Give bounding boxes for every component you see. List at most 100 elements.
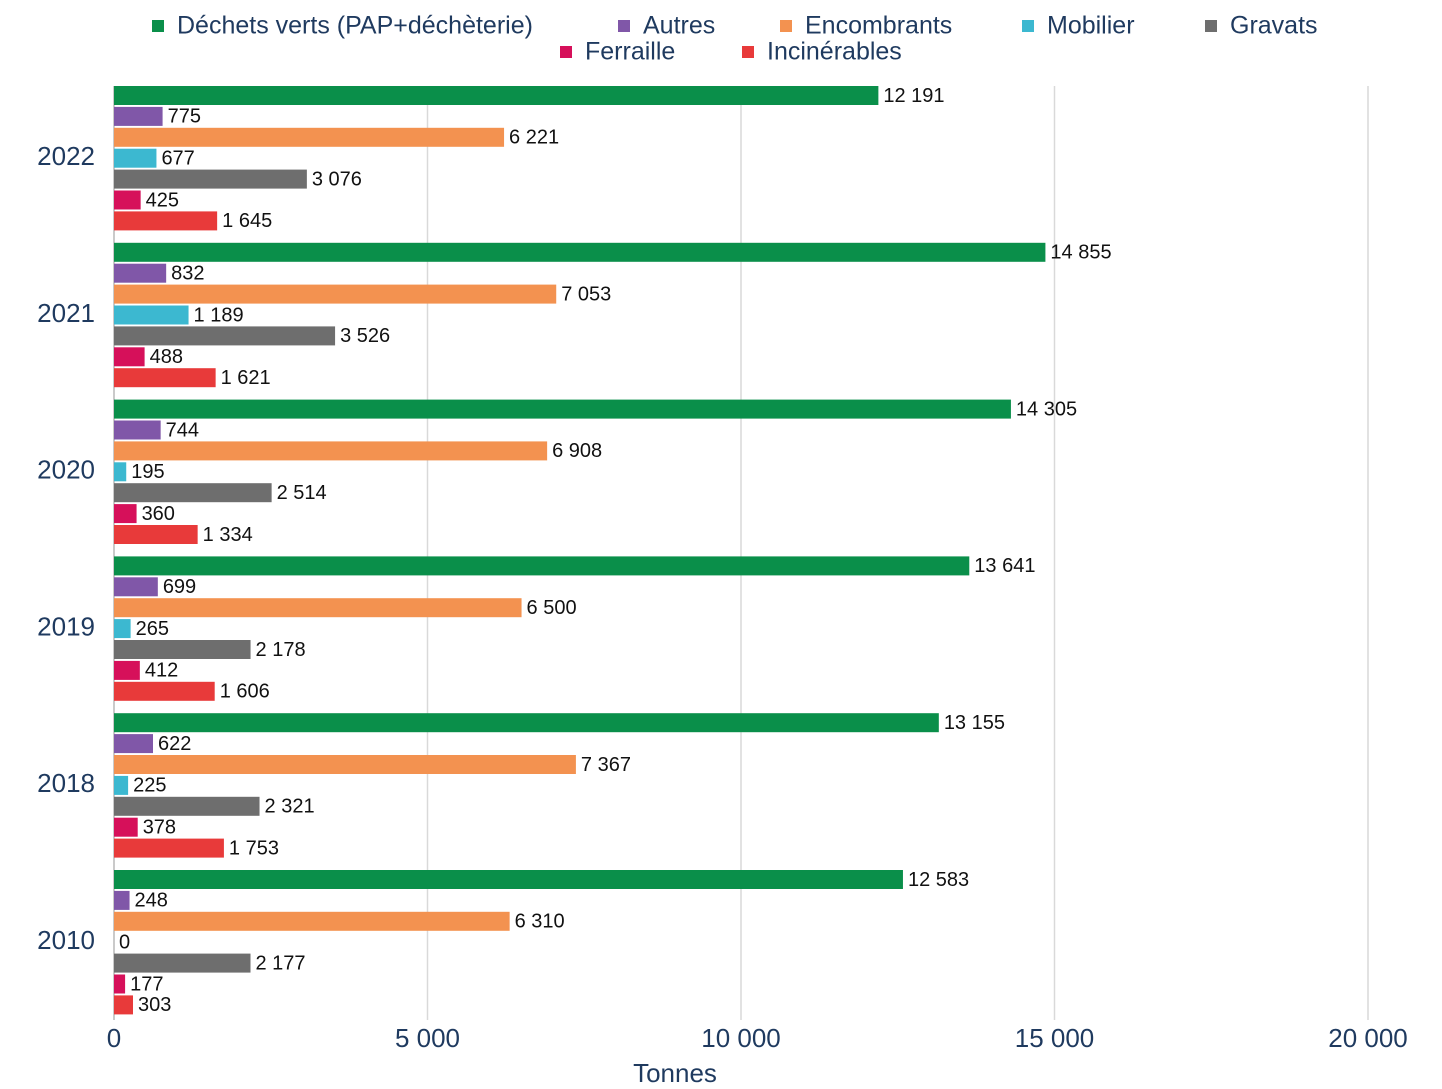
bar [114,556,970,576]
value-label: 1 334 [203,524,253,546]
bar [114,598,522,618]
value-label: 677 [161,147,194,169]
value-label: 248 [135,890,168,912]
bar [114,211,218,231]
value-label: 12 583 [908,869,969,891]
bar [114,148,157,168]
value-label: 195 [131,461,164,483]
bar [114,420,161,440]
value-label: 622 [158,733,191,755]
legend-label: Autres [643,12,715,40]
value-label: 177 [130,973,163,995]
bar [114,347,145,367]
value-label: 1 753 [229,837,279,859]
bar [114,190,141,210]
value-label: 14 305 [1016,398,1077,420]
value-label: 1 606 [220,681,270,703]
bar [114,263,167,283]
legend-swatch [560,46,572,58]
bar [114,326,336,346]
y-tick-label: 2021 [37,298,95,328]
bar [114,106,163,126]
bar [114,953,251,973]
value-label: 303 [138,994,171,1016]
legend-label: Gravats [1230,12,1318,40]
bar [114,525,198,544]
bar [114,713,939,733]
value-label: 488 [150,346,183,368]
value-label: 3 076 [312,168,362,190]
x-tick-label: 15 000 [1015,1023,1095,1053]
bar [114,870,903,889]
bar [114,911,510,931]
legend-swatch [742,46,754,58]
y-tick-label: 2018 [37,768,95,798]
bar [114,305,189,325]
bar [114,681,215,701]
value-label: 6 310 [515,911,565,933]
bar [114,995,133,1015]
legend-label: Déchets verts (PAP+déchèterie) [177,12,533,40]
bar [114,734,153,754]
value-label: 225 [133,775,166,797]
bar [114,242,1046,262]
y-tick-label: 2010 [37,925,95,955]
x-tick-label: 5 000 [395,1023,460,1053]
legend-swatch [1022,20,1034,32]
value-label: 425 [146,189,179,211]
bar [114,462,127,482]
bar [114,368,216,388]
value-label: 6 500 [527,597,577,619]
bar [114,619,131,639]
value-label: 14 855 [1050,242,1111,264]
value-label: 2 177 [255,952,305,974]
bar [114,974,126,994]
value-label: 360 [142,503,175,525]
value-label: 1 645 [222,210,272,232]
bar [114,577,158,597]
value-label: 412 [145,660,178,682]
legend-label: Incinérables [767,38,902,66]
value-label: 13 155 [944,712,1005,734]
bar [114,441,548,461]
value-label: 832 [171,262,204,284]
x-tick-label: 10 000 [701,1023,781,1053]
bar [114,127,505,147]
bar [114,86,879,105]
value-label: 1 621 [221,367,271,389]
bar [114,660,140,680]
value-label: 0 [119,931,130,953]
value-label: 699 [163,576,196,598]
y-tick-label: 2019 [37,611,95,641]
value-label: 7 053 [561,283,611,305]
bar [114,504,137,524]
value-label: 775 [168,106,201,128]
bar [114,796,260,816]
value-label: 6 221 [509,127,559,149]
bar [114,838,224,858]
bar [114,817,138,837]
bar [114,775,129,795]
bar [114,169,307,189]
legend-label: Mobilier [1047,12,1135,40]
bar [114,399,1011,419]
value-label: 2 321 [265,796,315,818]
value-label: 13 641 [974,555,1035,577]
value-label: 378 [143,816,176,838]
legend-label: Encombrants [805,12,952,40]
value-label: 265 [136,618,169,640]
value-label: 2 178 [256,639,306,661]
value-label: 7 367 [581,754,631,776]
value-label: 6 908 [552,440,602,462]
y-tick-label: 2020 [37,455,95,485]
legend-swatch [152,20,164,32]
value-label: 3 526 [340,325,390,347]
value-label: 744 [166,419,199,441]
bar [114,640,251,659]
x-axis-label: Tonnes [633,1058,717,1088]
value-label: 2 514 [277,482,327,504]
y-tick-label: 2022 [37,141,95,171]
value-label: 1 189 [194,304,244,326]
x-tick-label: 0 [107,1023,121,1053]
